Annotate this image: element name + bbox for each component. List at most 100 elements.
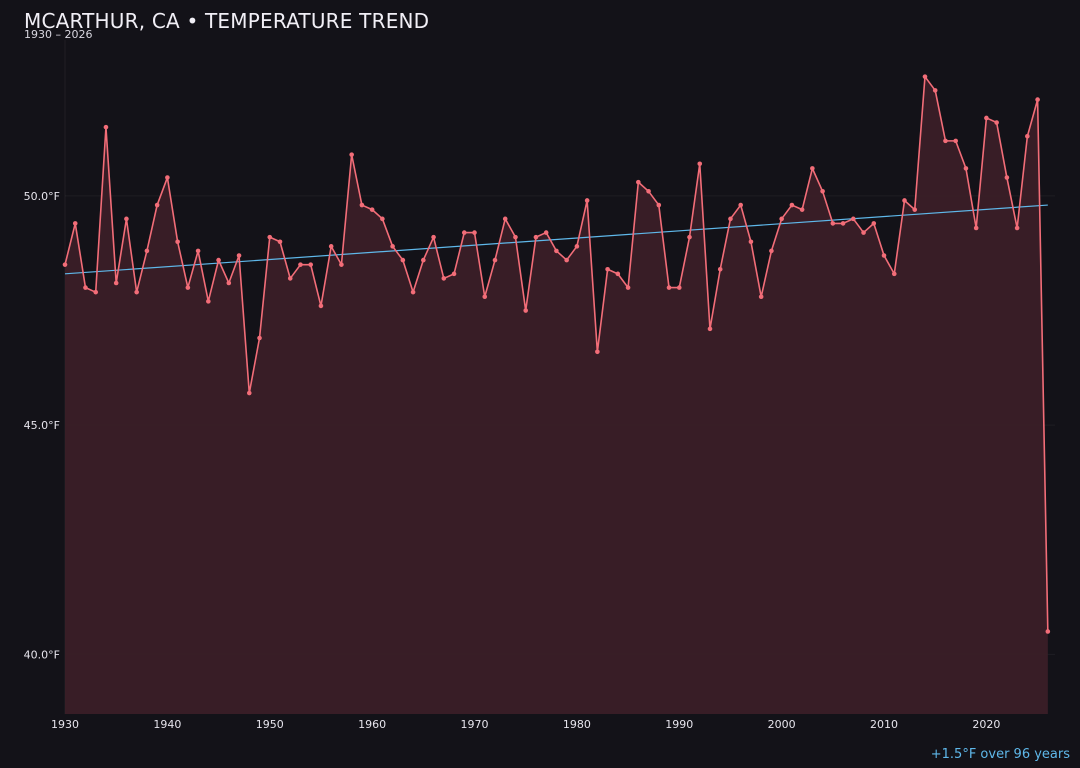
data-point [226, 280, 232, 286]
data-point [339, 262, 344, 267]
data-point [912, 207, 918, 212]
data-point [840, 221, 846, 226]
data-point [62, 262, 68, 267]
data-point [789, 202, 795, 208]
data-point [861, 230, 866, 235]
data-point [625, 285, 631, 290]
data-point [717, 266, 723, 272]
data-point [738, 202, 743, 208]
chart-title: MCARTHUR, CA • TEMPERATURE TREND [24, 9, 430, 33]
data-point [318, 303, 324, 309]
data-point [390, 244, 395, 249]
data-point [543, 230, 549, 235]
data-point [513, 234, 518, 240]
data-point [523, 308, 529, 313]
data-point [533, 234, 539, 240]
data-point [492, 257, 498, 263]
series-area [65, 76, 1048, 715]
data-point [421, 257, 426, 263]
data-point [308, 262, 314, 267]
data-point [246, 390, 252, 396]
data-point [574, 244, 580, 249]
data-point [830, 221, 836, 226]
data-point [328, 244, 334, 249]
data-point [349, 152, 354, 157]
x-tick-label: 1930 [51, 718, 79, 731]
data-point [595, 349, 600, 355]
data-point [359, 202, 365, 208]
data-point [1004, 175, 1010, 180]
data-point [165, 175, 170, 180]
data-point [144, 248, 150, 254]
data-point [779, 216, 784, 222]
trend-line [64, 204, 1048, 275]
data-point [758, 294, 764, 300]
data-point [922, 74, 928, 79]
y-tick-label: 45.0°F [24, 419, 60, 432]
data-point [185, 285, 191, 290]
data-point [175, 239, 180, 245]
data-point [410, 289, 416, 295]
x-tick-label: 1940 [153, 718, 181, 731]
data-point [113, 280, 119, 286]
data-point [666, 285, 672, 290]
data-point [994, 120, 999, 125]
data-point [707, 326, 713, 332]
data-point [1014, 225, 1020, 231]
data-point [451, 271, 457, 277]
data-point [564, 257, 569, 263]
data-point [799, 207, 805, 212]
chart-subtitle: 1930 – 2026 [24, 28, 93, 41]
data-point [1045, 629, 1051, 634]
data-point [257, 335, 262, 341]
data-point [1035, 97, 1040, 102]
y-tick-label: 50.0°F [24, 190, 60, 203]
y-tick-label: 40.0°F [24, 648, 60, 661]
data-point [748, 239, 754, 245]
data-point [963, 166, 969, 171]
data-point [369, 207, 375, 212]
data-point [769, 248, 774, 254]
data-point [810, 166, 815, 171]
x-tick-label: 1950 [256, 718, 284, 731]
data-point [124, 216, 129, 222]
data-point [472, 230, 477, 235]
data-point [820, 189, 825, 194]
data-point [676, 285, 682, 290]
trend-note: +1.5°F over 96 years [930, 747, 1070, 762]
data-point [871, 221, 877, 226]
data-point [973, 225, 979, 231]
data-point [646, 189, 651, 194]
data-point [1025, 133, 1030, 139]
data-point [298, 262, 303, 267]
data-point [400, 257, 406, 263]
data-point [891, 271, 897, 277]
data-point [851, 216, 856, 222]
data-point [636, 179, 641, 185]
data-point [72, 221, 78, 226]
data-point [103, 124, 109, 130]
data-point [236, 253, 242, 258]
x-tick-label: 1990 [665, 718, 693, 731]
data-point [943, 138, 948, 144]
data-point [728, 216, 733, 222]
x-tick-label: 2000 [768, 718, 796, 731]
data-point [932, 88, 938, 93]
x-tick-label: 2020 [972, 718, 1000, 731]
data-point [461, 230, 467, 235]
data-point [287, 276, 293, 281]
data-point [502, 216, 508, 222]
data-point [441, 276, 447, 281]
x-tick-label: 2010 [870, 718, 898, 731]
data-point [195, 248, 201, 254]
data-point [953, 138, 958, 144]
data-point [206, 299, 211, 304]
data-point [380, 216, 385, 222]
data-point [881, 253, 887, 258]
data-point [656, 202, 662, 208]
data-point [605, 266, 610, 272]
data-point [277, 239, 283, 245]
data-point [615, 271, 621, 277]
data-point [83, 285, 88, 290]
data-point [687, 234, 692, 240]
